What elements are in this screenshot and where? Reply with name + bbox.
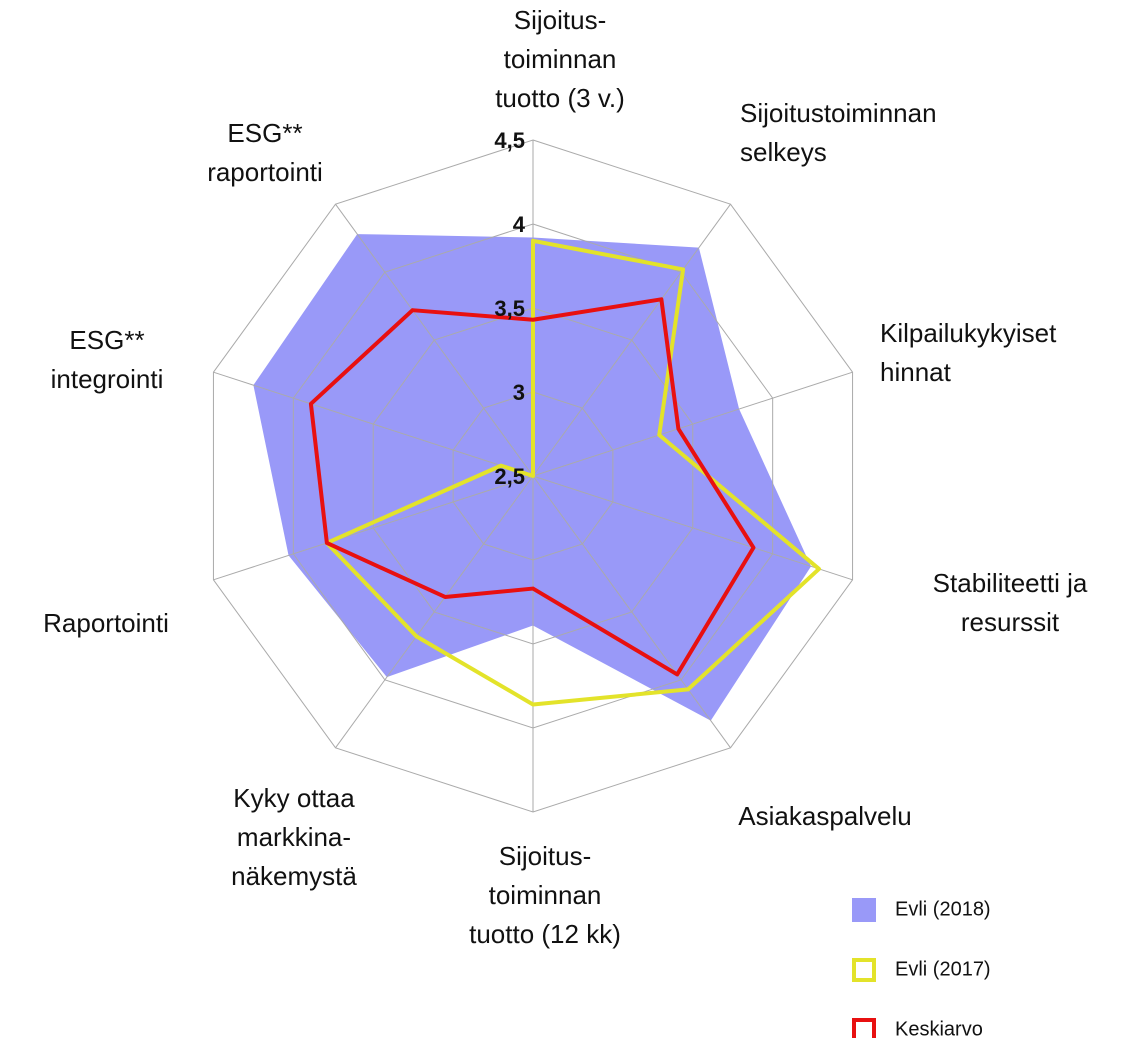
series-line: [324, 238, 822, 707]
spoke: [213, 371, 534, 477]
axis-label: Kilpailukykyiset hinnat: [880, 318, 1057, 387]
axis-label-line: ESG**: [227, 118, 302, 148]
axis-label: ESG** integrointi: [51, 325, 164, 394]
axis-label: Kyky ottaa markkina-näkemystä: [231, 783, 357, 891]
axis-label-line: Asiakaspalvelu: [738, 801, 911, 831]
spoke: [532, 475, 731, 749]
legend-label: Evli (2018): [895, 898, 991, 920]
spoke: [213, 475, 534, 581]
r-tick-label: 4,5: [494, 128, 525, 153]
axis-label: Sijoitustoiminnan selkeys: [740, 98, 937, 167]
spoke: [532, 371, 853, 477]
r-tick-label: 2,5: [494, 464, 525, 489]
axis-label-line: tuotto (12 kk): [469, 919, 621, 949]
r-tick-label: 3,5: [494, 296, 525, 321]
axis-label-line: Stabiliteetti ja: [933, 568, 1088, 598]
axis-label-line: Kilpailukykyiset: [880, 318, 1057, 348]
axis-label-line: raportointi: [207, 157, 323, 187]
axis-label: ESG** raportointi: [207, 118, 323, 187]
axis-label-line: markkina-: [237, 822, 351, 852]
r-tick-label: 4: [513, 212, 526, 237]
axis-label-line: toiminnan: [489, 880, 602, 910]
legend-label: Evli (2017): [895, 958, 991, 980]
legend-swatch: [852, 1018, 876, 1038]
axis-label-line: Kyky ottaa: [233, 783, 355, 813]
spoke: [532, 475, 853, 581]
axis-label-line: Sijoitustoiminnan: [740, 98, 937, 128]
series-line: [308, 297, 756, 677]
axis-label: Sijoitus-toiminnan tuotto (12 kk): [469, 841, 621, 949]
axis-label: Stabiliteetti ja resurssit: [933, 568, 1088, 637]
axis-label-line: toiminnan: [504, 44, 617, 74]
axis-label-line: tuotto (3 v.): [495, 83, 625, 113]
legend-label: Keskiarvo: [895, 1018, 983, 1038]
axis-label-line: ESG**: [69, 325, 144, 355]
spoke: [335, 203, 534, 477]
axis-label-line: hinnat: [880, 357, 952, 387]
axis-label-line: resurssit: [961, 607, 1060, 637]
legend-swatch: [852, 958, 876, 982]
axis-label-line: Sijoitus-: [514, 5, 606, 35]
r-tick-label: 3: [513, 380, 525, 405]
axis-label-line: Sijoitus-: [499, 841, 591, 871]
legend-swatch: [852, 898, 876, 922]
spoke: [532, 203, 731, 477]
spoke: [335, 475, 534, 749]
axis-label-line: selkeys: [740, 137, 827, 167]
axis-label: Asiakaspalvelu: [738, 801, 911, 831]
axis-label-line: integrointi: [51, 364, 164, 394]
axis-label: Raportointi: [43, 608, 169, 638]
axis-label-line: näkemystä: [231, 861, 357, 891]
axis-label: Sijoitus-toiminnan tuotto (3 v.): [495, 5, 625, 113]
axis-label-line: Raportointi: [43, 608, 169, 638]
